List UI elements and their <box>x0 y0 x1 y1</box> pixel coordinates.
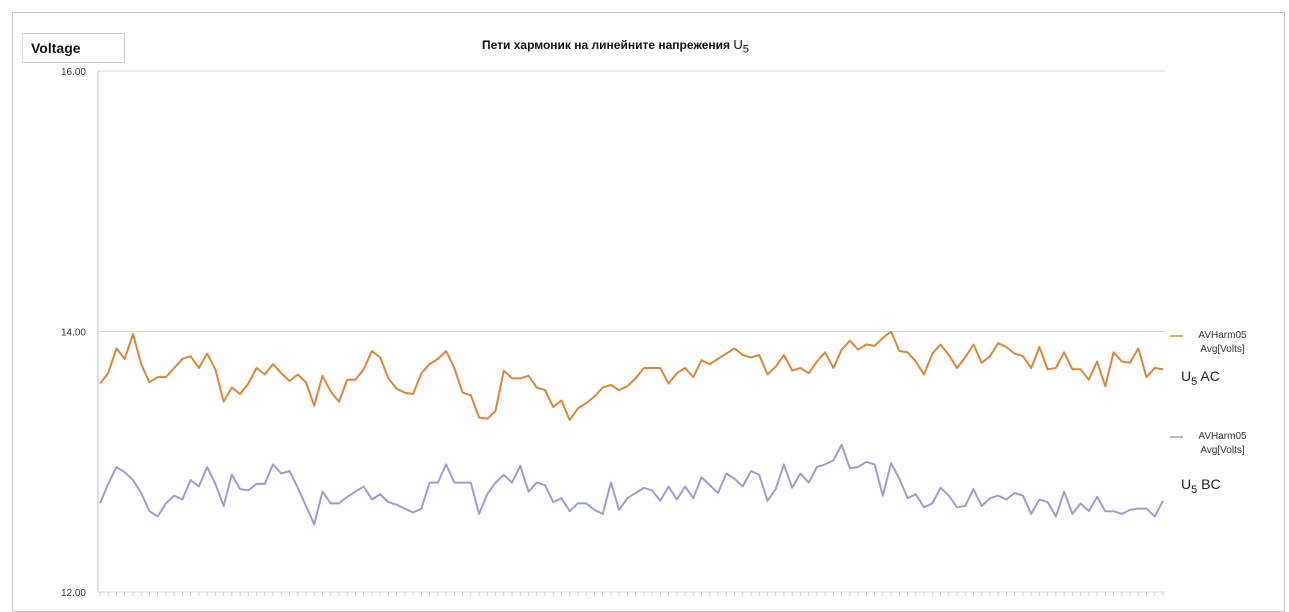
chart-title: Пети хармоник на линейните напрежения U5 <box>482 37 749 55</box>
series-tag-ac-symbol: U <box>1181 368 1192 384</box>
legend-entry-1-label: AVHarm05 Avg[Volts] <box>1198 330 1247 355</box>
series-tag-ac-suffix: AC <box>1200 368 1220 384</box>
series-tag-ac-subscript: 5 <box>1191 375 1198 388</box>
y-tick-label-2: 12.00 <box>61 588 86 599</box>
series-tag-bc-symbol: U <box>1181 476 1192 492</box>
series-layer <box>99 330 1164 526</box>
plot-area: 16.00 14.00 12.00 <box>61 67 1165 599</box>
series-line-bc <box>99 443 1164 526</box>
series-tag-ac: U5 AC <box>1181 368 1220 388</box>
chart-title-subscript: 5 <box>742 43 749 56</box>
legend-entry-2: AVHarm05 Avg[Volts] <box>1185 430 1260 458</box>
series-line-ac <box>99 330 1164 422</box>
series-tag-bc-subscript: 5 <box>1191 483 1198 496</box>
x-tick-marks <box>99 592 1164 596</box>
y-tick-label-1: 14.00 <box>61 328 86 339</box>
chart-title-text: Пети хармоник на линейните напрежения <box>482 38 730 52</box>
series-tag-bc-suffix: BC <box>1201 476 1221 492</box>
y-tick-labels: 16.00 14.00 12.00 <box>61 67 86 599</box>
legend-entry-1: AVHarm05 Avg[Volts] <box>1185 329 1260 357</box>
chart-title-symbol: U <box>733 37 743 52</box>
chart-root: Voltage Пети хармоник на линейните напре… <box>12 12 1285 612</box>
legend-entry-2-label: AVHarm05 Avg[Volts] <box>1198 431 1247 456</box>
y-tick-label-0: 16.00 <box>61 67 86 78</box>
gridlines <box>97 70 1165 593</box>
series-tag-bc: U5 BC <box>1181 476 1221 496</box>
y-axis-title: Voltage <box>22 33 125 63</box>
